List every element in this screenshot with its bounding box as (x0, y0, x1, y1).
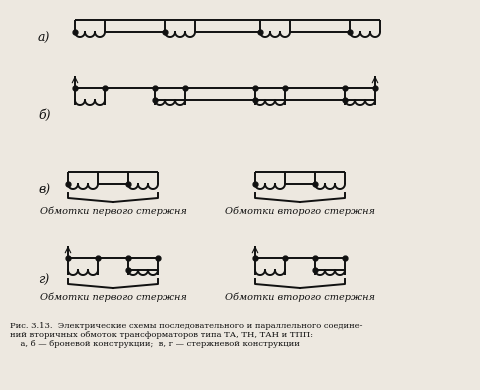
Text: б): б) (38, 108, 50, 122)
Text: Обмотки второго стержня: Обмотки второго стержня (225, 207, 375, 216)
Text: Обмотки первого стержня: Обмотки первого стержня (39, 207, 186, 216)
Text: г): г) (38, 273, 49, 287)
Text: в): в) (38, 184, 50, 197)
Text: Обмотки первого стержня: Обмотки первого стержня (39, 293, 186, 303)
Text: а): а) (38, 32, 50, 44)
Text: Рис. 3.13.  Электрические схемы последовательного и параллельного соедине-
ний в: Рис. 3.13. Электрические схемы последова… (10, 322, 362, 348)
Text: Обмотки второго стержня: Обмотки второго стержня (225, 293, 375, 303)
